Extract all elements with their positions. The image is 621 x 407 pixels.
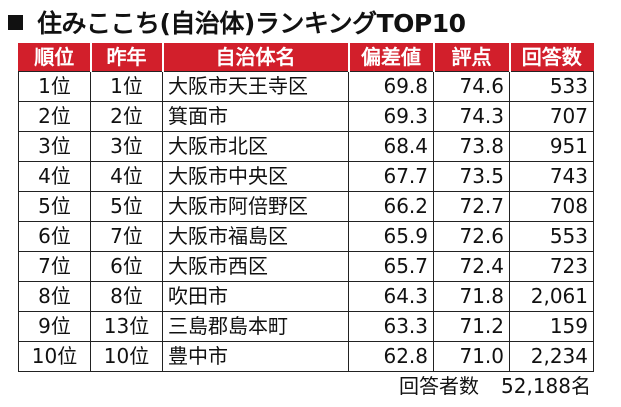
cell-rank: 8位 xyxy=(18,281,91,312)
cell-rank: 9位 xyxy=(18,311,91,342)
cell-rank: 2位 xyxy=(18,101,91,132)
cell-prev: 3位 xyxy=(90,131,163,162)
cell-prev: 13位 xyxy=(90,311,163,342)
cell-rank: 3位 xyxy=(18,131,91,162)
cell-name: 大阪市北区 xyxy=(162,131,349,162)
cell-responses: 2,234 xyxy=(509,341,594,372)
table-header-row: 順位 昨年 自治体名 偏差値 評点 回答数 xyxy=(18,43,594,72)
cell-deviation: 67.7 xyxy=(348,161,434,192)
cell-rank: 1位 xyxy=(18,71,91,102)
cell-deviation: 69.3 xyxy=(348,101,434,132)
cell-prev: 1位 xyxy=(90,71,163,102)
cell-responses: 707 xyxy=(509,101,594,132)
cell-responses: 743 xyxy=(509,161,594,192)
cell-score: 73.8 xyxy=(433,131,510,162)
cell-deviation: 64.3 xyxy=(348,281,434,312)
cell-rank: 5位 xyxy=(18,191,91,222)
column-header-responses: 回答数 xyxy=(508,43,594,72)
cell-prev: 8位 xyxy=(90,281,163,312)
cell-deviation: 63.3 xyxy=(348,311,434,342)
table-row: 10位 10位 豊中市 62.8 71.0 2,234 xyxy=(18,341,594,372)
cell-deviation: 69.8 xyxy=(348,71,434,102)
cell-score: 74.6 xyxy=(433,71,510,102)
table-row: 5位 5位 大阪市阿倍野区 66.2 72.7 708 xyxy=(18,191,594,222)
cell-name: 大阪市西区 xyxy=(162,251,349,282)
black-square-icon xyxy=(8,14,23,30)
cell-prev: 6位 xyxy=(90,251,163,282)
page-title: 住みここち(自治体)ランキングTOP10 xyxy=(8,4,466,40)
cell-score: 71.2 xyxy=(433,311,510,342)
cell-name: 大阪市阿倍野区 xyxy=(162,191,349,222)
cell-deviation: 65.9 xyxy=(348,221,434,252)
respondent-count-label: 回答者数 xyxy=(399,374,480,398)
cell-name: 三島郡島本町 xyxy=(162,311,349,342)
cell-responses: 708 xyxy=(509,191,594,222)
cell-rank: 4位 xyxy=(18,161,91,192)
cell-score: 71.0 xyxy=(433,341,510,372)
table-row: 4位 4位 大阪市中央区 67.7 73.5 743 xyxy=(18,161,594,192)
respondent-count: 回答者数 52,188名 xyxy=(399,370,591,399)
cell-name: 吹田市 xyxy=(162,281,349,312)
cell-name: 箕面市 xyxy=(162,101,349,132)
table-row: 3位 3位 大阪市北区 68.4 73.8 951 xyxy=(18,131,594,162)
table-row: 6位 7位 大阪市福島区 65.9 72.6 553 xyxy=(18,221,594,252)
cell-name: 豊中市 xyxy=(162,341,349,372)
cell-prev: 5位 xyxy=(90,191,163,222)
cell-name: 大阪市天王寺区 xyxy=(162,71,349,102)
column-header-prev: 昨年 xyxy=(89,43,164,72)
cell-score: 74.3 xyxy=(433,101,510,132)
cell-deviation: 65.7 xyxy=(348,251,434,282)
cell-deviation: 62.8 xyxy=(348,341,434,372)
cell-responses: 533 xyxy=(509,71,594,102)
column-header-rank: 順位 xyxy=(18,43,92,72)
cell-responses: 723 xyxy=(509,251,594,282)
cell-prev: 2位 xyxy=(90,101,163,132)
column-header-deviation: 偏差値 xyxy=(347,43,435,72)
table-row: 1位 1位 大阪市天王寺区 69.8 74.6 533 xyxy=(18,71,594,102)
title-text: 住みここち(自治体)ランキングTOP10 xyxy=(37,9,466,38)
cell-responses: 553 xyxy=(509,221,594,252)
cell-responses: 159 xyxy=(509,311,594,342)
cell-score: 72.4 xyxy=(433,251,510,282)
cell-score: 71.8 xyxy=(433,281,510,312)
table-row: 2位 2位 箕面市 69.3 74.3 707 xyxy=(18,101,594,132)
cell-name: 大阪市中央区 xyxy=(162,161,349,192)
cell-rank: 6位 xyxy=(18,221,91,252)
cell-responses: 951 xyxy=(509,131,594,162)
cell-rank: 7位 xyxy=(18,251,91,282)
ranking-table: 順位 昨年 自治体名 偏差値 評点 回答数 1位 1位 大阪市天王寺区 69.8… xyxy=(18,43,594,372)
cell-name: 大阪市福島区 xyxy=(162,221,349,252)
cell-rank: 10位 xyxy=(18,341,91,372)
table-row: 8位 8位 吹田市 64.3 71.8 2,061 xyxy=(18,281,594,312)
cell-score: 72.6 xyxy=(433,221,510,252)
cell-score: 72.7 xyxy=(433,191,510,222)
column-header-score: 評点 xyxy=(432,43,511,72)
table-row: 7位 6位 大阪市西区 65.7 72.4 723 xyxy=(18,251,594,282)
cell-deviation: 66.2 xyxy=(348,191,434,222)
cell-responses: 2,061 xyxy=(509,281,594,312)
cell-prev: 7位 xyxy=(90,221,163,252)
cell-deviation: 68.4 xyxy=(348,131,434,162)
cell-score: 73.5 xyxy=(433,161,510,192)
cell-prev: 10位 xyxy=(90,341,163,372)
cell-prev: 4位 xyxy=(90,161,163,192)
table-row: 9位 13位 三島郡島本町 63.3 71.2 159 xyxy=(18,311,594,342)
respondent-count-value: 52,188名 xyxy=(501,374,591,398)
column-header-name: 自治体名 xyxy=(161,43,350,72)
